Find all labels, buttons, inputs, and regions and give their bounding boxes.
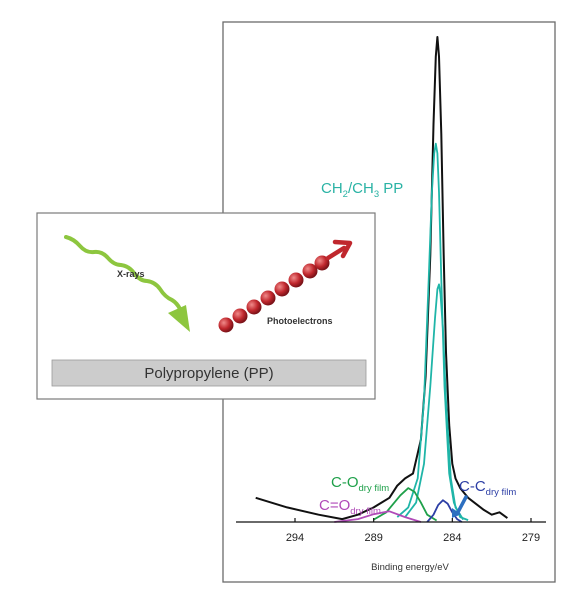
series-line-c-double-o-dry-film bbox=[334, 510, 422, 523]
electron bbox=[302, 263, 318, 279]
x-ticks: 294 289 284 279 bbox=[286, 518, 540, 544]
c-c-pointer-arrow bbox=[455, 495, 468, 516]
photoelectron-arrow bbox=[325, 239, 353, 261]
xrays-label: X-rays bbox=[117, 269, 145, 279]
electron bbox=[288, 272, 304, 288]
polypropylene-substrate bbox=[51, 359, 367, 387]
photoelectron-balls bbox=[218, 255, 330, 333]
annotation-c-double-o-dry-film: C=Odry film bbox=[319, 497, 381, 517]
inset-diagram: Polypropylene (PP) X-rays Photoelectrons bbox=[36, 212, 376, 400]
annotation-c-c-dry-film: C-Cdry film bbox=[459, 478, 516, 498]
series-line-c-o-dry-film bbox=[373, 487, 438, 522]
electron bbox=[314, 255, 330, 271]
electron bbox=[232, 308, 248, 324]
xray-wave bbox=[64, 235, 182, 311]
x-tick-label: 289 bbox=[364, 532, 382, 544]
series-line-envelope bbox=[255, 36, 508, 521]
electron bbox=[274, 281, 290, 297]
substrate-label: Polypropylene (PP) bbox=[144, 365, 273, 382]
photoelectrons-label: Photoelectrons bbox=[267, 316, 333, 326]
series-layer bbox=[255, 36, 508, 523]
annotation-ch2-ch3-pp: CH2/CH3 PP bbox=[321, 180, 403, 200]
c-c-pointer-arrowhead bbox=[452, 508, 461, 518]
x-axis-label: Binding energy/eV bbox=[371, 562, 449, 573]
x-tick-label: 294 bbox=[286, 532, 304, 544]
electron bbox=[260, 290, 276, 306]
series-line-ch-pp-second bbox=[404, 283, 465, 521]
series-line-c-c-dry-film bbox=[426, 499, 463, 523]
annotations: CH2/CH3 PP C-Odry film C=Odry film C-Cdr… bbox=[319, 180, 516, 517]
x-tick-label: 279 bbox=[522, 532, 540, 544]
x-tick-label: 284 bbox=[443, 532, 461, 544]
annotation-c-o-dry-film: C-Odry film bbox=[331, 474, 389, 494]
electron bbox=[218, 317, 234, 333]
electron bbox=[246, 299, 262, 315]
xray-arrowhead bbox=[168, 305, 190, 332]
